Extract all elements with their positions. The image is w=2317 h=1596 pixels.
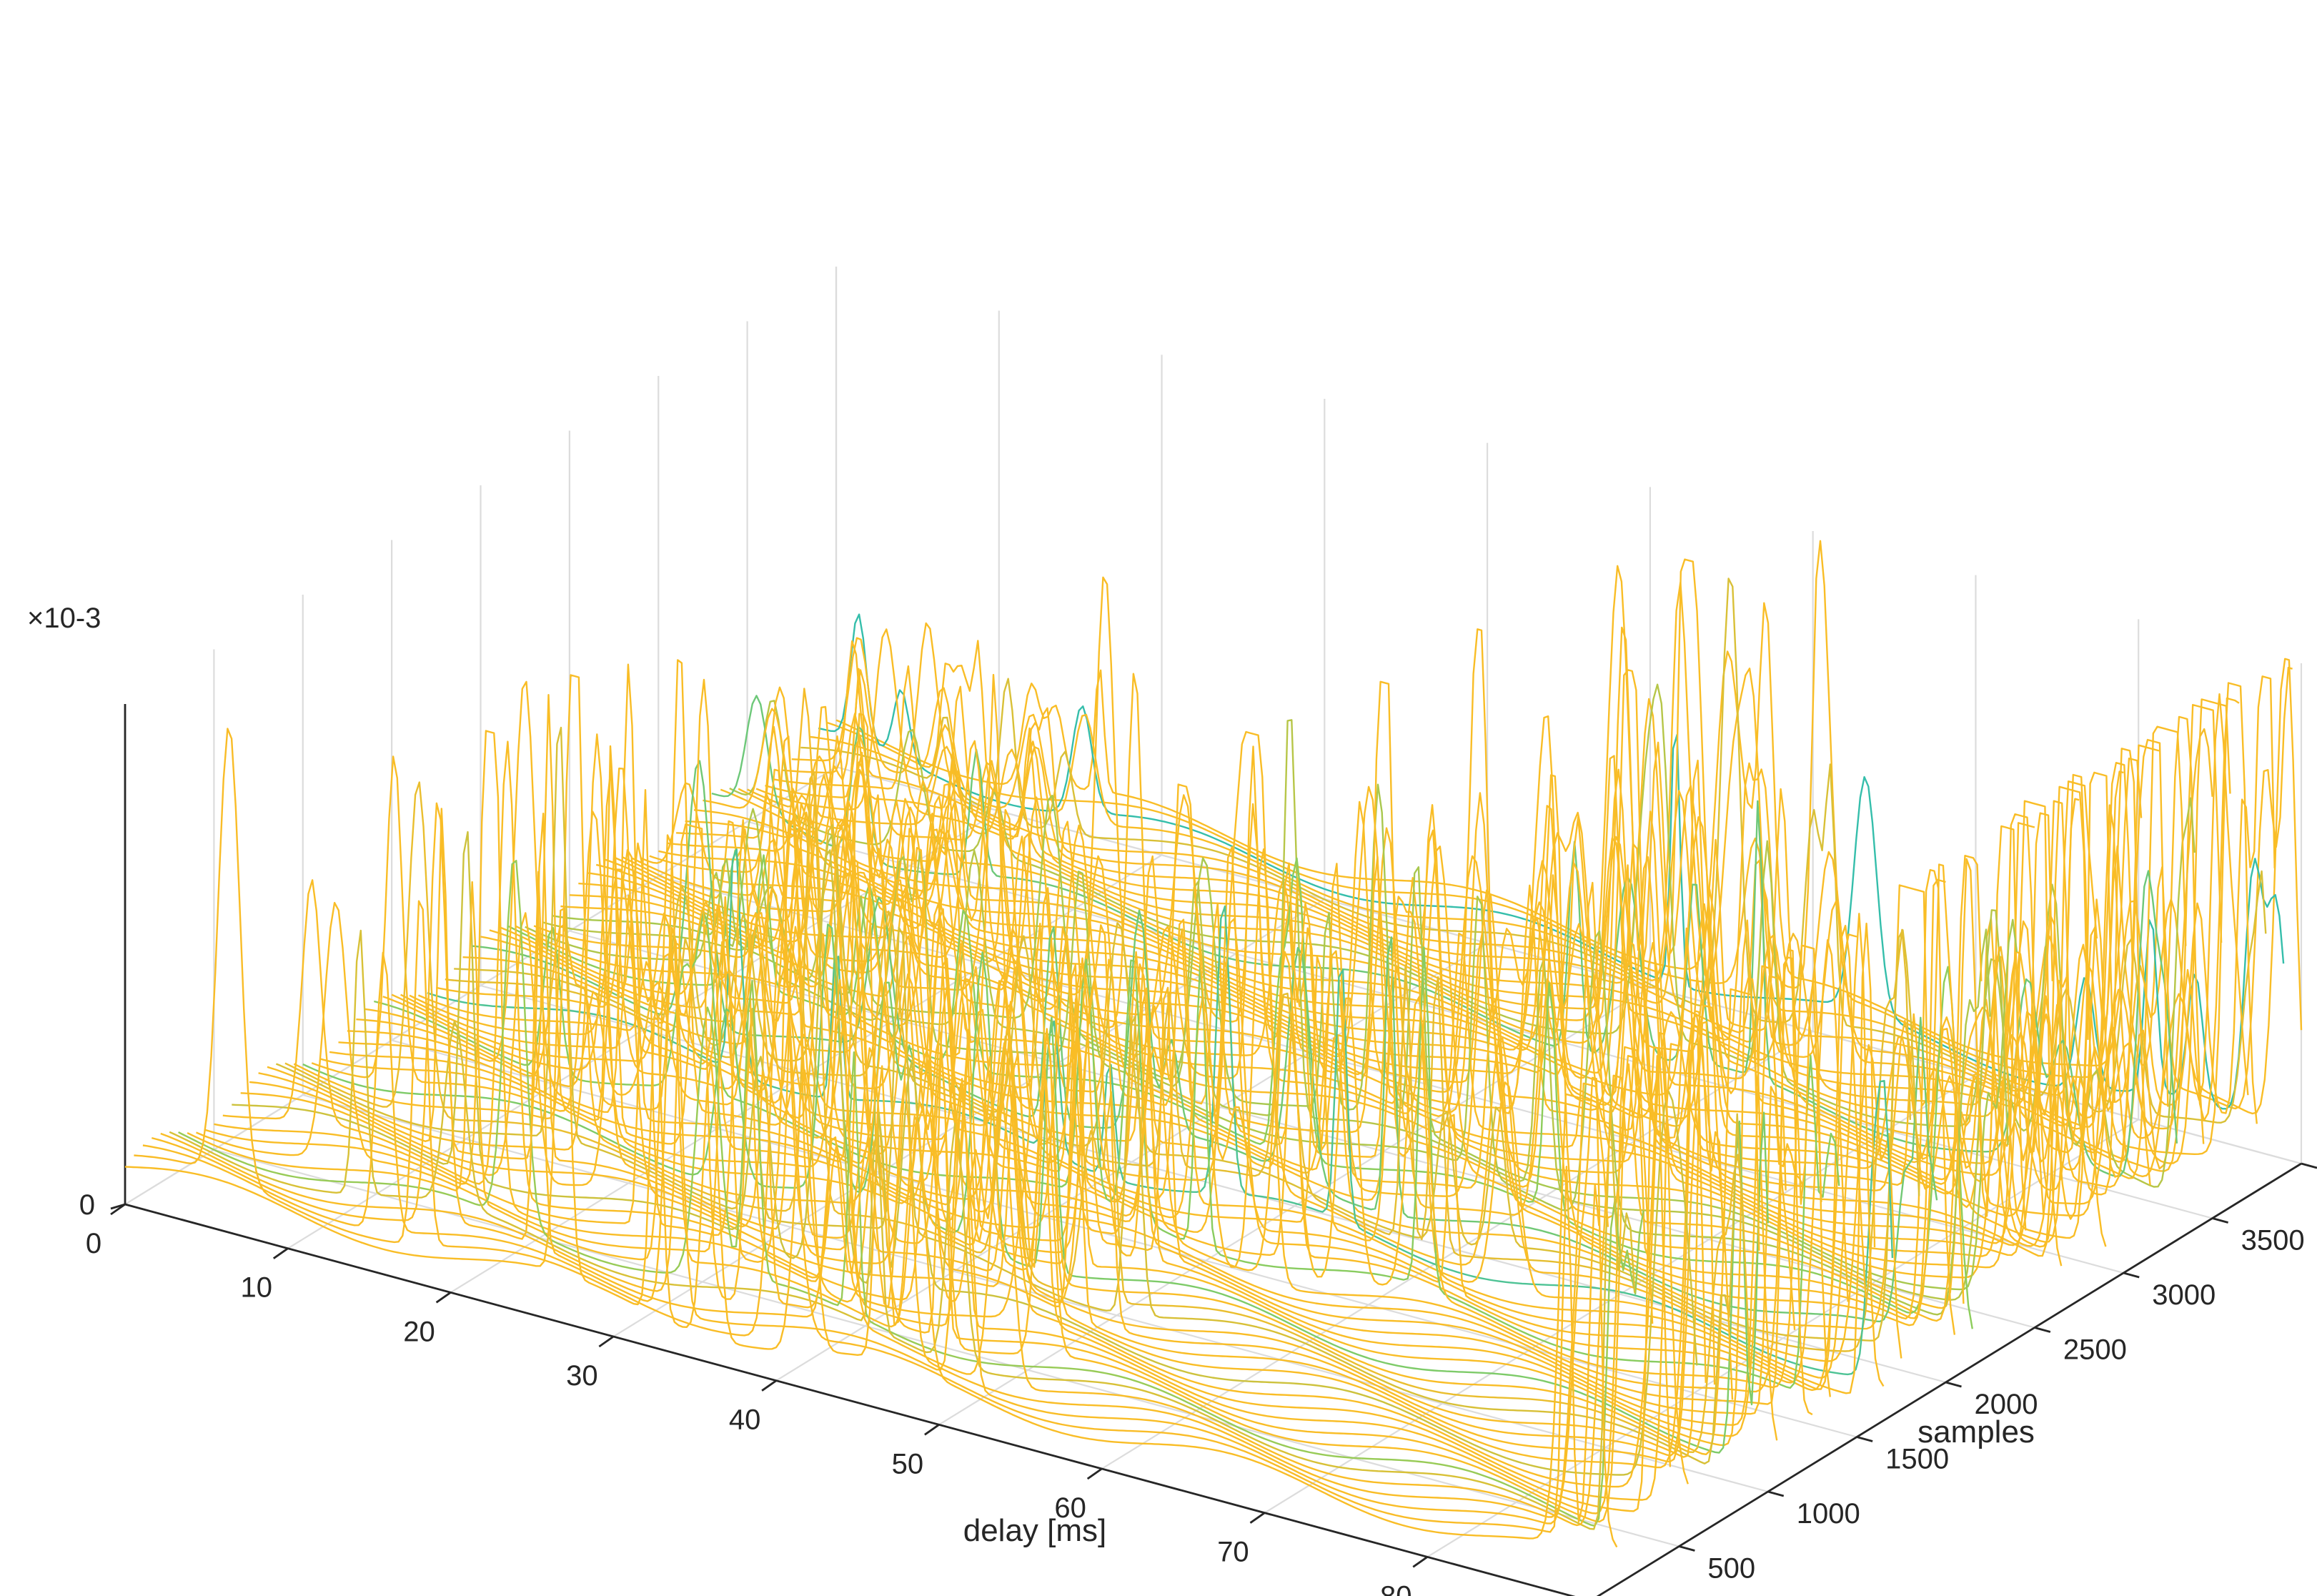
waterfall-trace bbox=[356, 659, 1822, 1393]
y-tick-mark bbox=[1856, 1436, 1873, 1442]
waterfall-series bbox=[124, 540, 2303, 1548]
waterfall-trace bbox=[391, 918, 1857, 1392]
waterfall-trace bbox=[533, 680, 2000, 1309]
waterfall-trace bbox=[489, 787, 1956, 1335]
x-tick-label: 50 bbox=[892, 1448, 924, 1479]
waterfall-trace bbox=[204, 730, 1672, 1512]
waterfall-trace bbox=[214, 789, 1680, 1501]
waterfall-trace bbox=[374, 910, 1840, 1389]
y-tick-mark bbox=[2123, 1272, 2140, 1279]
y-tick-mark bbox=[1679, 1545, 1695, 1552]
y-tick-label: 3500 bbox=[2241, 1225, 2305, 1257]
x-tick-mark bbox=[1249, 1512, 1266, 1524]
x-tick-label: 40 bbox=[729, 1404, 761, 1436]
tick-labels: 0102030405060708090050010001500200025003… bbox=[79, 1189, 2305, 1596]
waterfall-trace bbox=[196, 820, 1662, 1515]
y-tick-label: 500 bbox=[1707, 1553, 1755, 1585]
x-tick-label: 70 bbox=[1217, 1537, 1249, 1568]
waterfall-trace bbox=[551, 783, 2018, 1291]
waterfall-trace bbox=[178, 859, 1644, 1527]
z-tick-mark bbox=[110, 1203, 126, 1210]
x-tick-mark bbox=[272, 1247, 289, 1259]
waterfall-trace bbox=[187, 834, 1654, 1523]
waterfall-trace bbox=[827, 540, 2293, 1110]
grid-floor-y bbox=[480, 984, 1946, 1384]
x-tick-label: 0 bbox=[86, 1228, 101, 1259]
z-exponent-label: ×10-3 bbox=[27, 603, 101, 634]
waterfall-trace bbox=[151, 802, 1618, 1548]
waterfall-trace bbox=[142, 926, 1609, 1525]
y-tick-label: 3000 bbox=[2152, 1279, 2216, 1311]
waterfall-trace bbox=[569, 745, 2035, 1269]
x-tick-label: 80 bbox=[1380, 1580, 1412, 1596]
waterfall-trace bbox=[587, 785, 2053, 1257]
axes bbox=[110, 704, 2317, 1596]
grid-lines bbox=[124, 267, 2303, 1596]
waterfall-trace bbox=[124, 907, 1591, 1540]
x-tick-mark bbox=[924, 1424, 940, 1436]
x-tick-mark bbox=[1412, 1556, 1429, 1568]
waterfall-trace bbox=[338, 713, 1805, 1415]
waterfall-trace bbox=[497, 828, 1965, 1319]
x-tick-mark bbox=[1086, 1467, 1103, 1480]
waterfall-trace bbox=[720, 713, 2187, 1179]
y-tick-label: 1500 bbox=[1885, 1444, 1949, 1475]
x-tick-label: 30 bbox=[566, 1360, 598, 1392]
x-tick-label: 10 bbox=[241, 1272, 273, 1304]
y-tick-label: 2500 bbox=[2063, 1334, 2127, 1366]
x-tick-mark bbox=[761, 1379, 777, 1392]
waterfall-trace bbox=[267, 733, 1734, 1458]
y-tick-mark bbox=[2212, 1217, 2228, 1224]
y-tick-label: 2000 bbox=[1975, 1389, 2038, 1420]
x-axis-line bbox=[124, 1203, 1576, 1596]
x-tick-mark bbox=[435, 1292, 452, 1304]
waterfall-trace bbox=[275, 726, 1742, 1464]
y-tick-mark bbox=[1767, 1490, 1785, 1497]
waterfall-trace bbox=[311, 755, 1778, 1447]
y-tick-mark bbox=[2034, 1327, 2051, 1333]
waterfall-trace bbox=[160, 823, 1627, 1527]
waterfall-trace bbox=[400, 894, 1867, 1390]
y-tick-mark bbox=[1945, 1381, 1962, 1388]
waterfall-trace bbox=[417, 788, 1885, 1387]
waterfall-trace bbox=[525, 808, 1991, 1316]
x-tick-label: 20 bbox=[403, 1316, 435, 1347]
waterfall-trace bbox=[169, 929, 1636, 1530]
waterfall-trace bbox=[622, 576, 2089, 1247]
waterfall-trace bbox=[454, 824, 1920, 1342]
y-tick-mark bbox=[2301, 1162, 2317, 1169]
grid-floor-y bbox=[391, 1039, 1857, 1438]
y-axis-label: samples bbox=[1917, 1414, 2035, 1449]
y-tick-label: 1000 bbox=[1797, 1498, 1860, 1530]
z-tick-label: 0 bbox=[79, 1189, 95, 1221]
x-axis-label: delay [ms] bbox=[963, 1513, 1107, 1548]
x-tick-mark bbox=[598, 1335, 615, 1348]
x-tick-label: 60 bbox=[1054, 1492, 1086, 1524]
waterfall-trace bbox=[711, 695, 2178, 1178]
